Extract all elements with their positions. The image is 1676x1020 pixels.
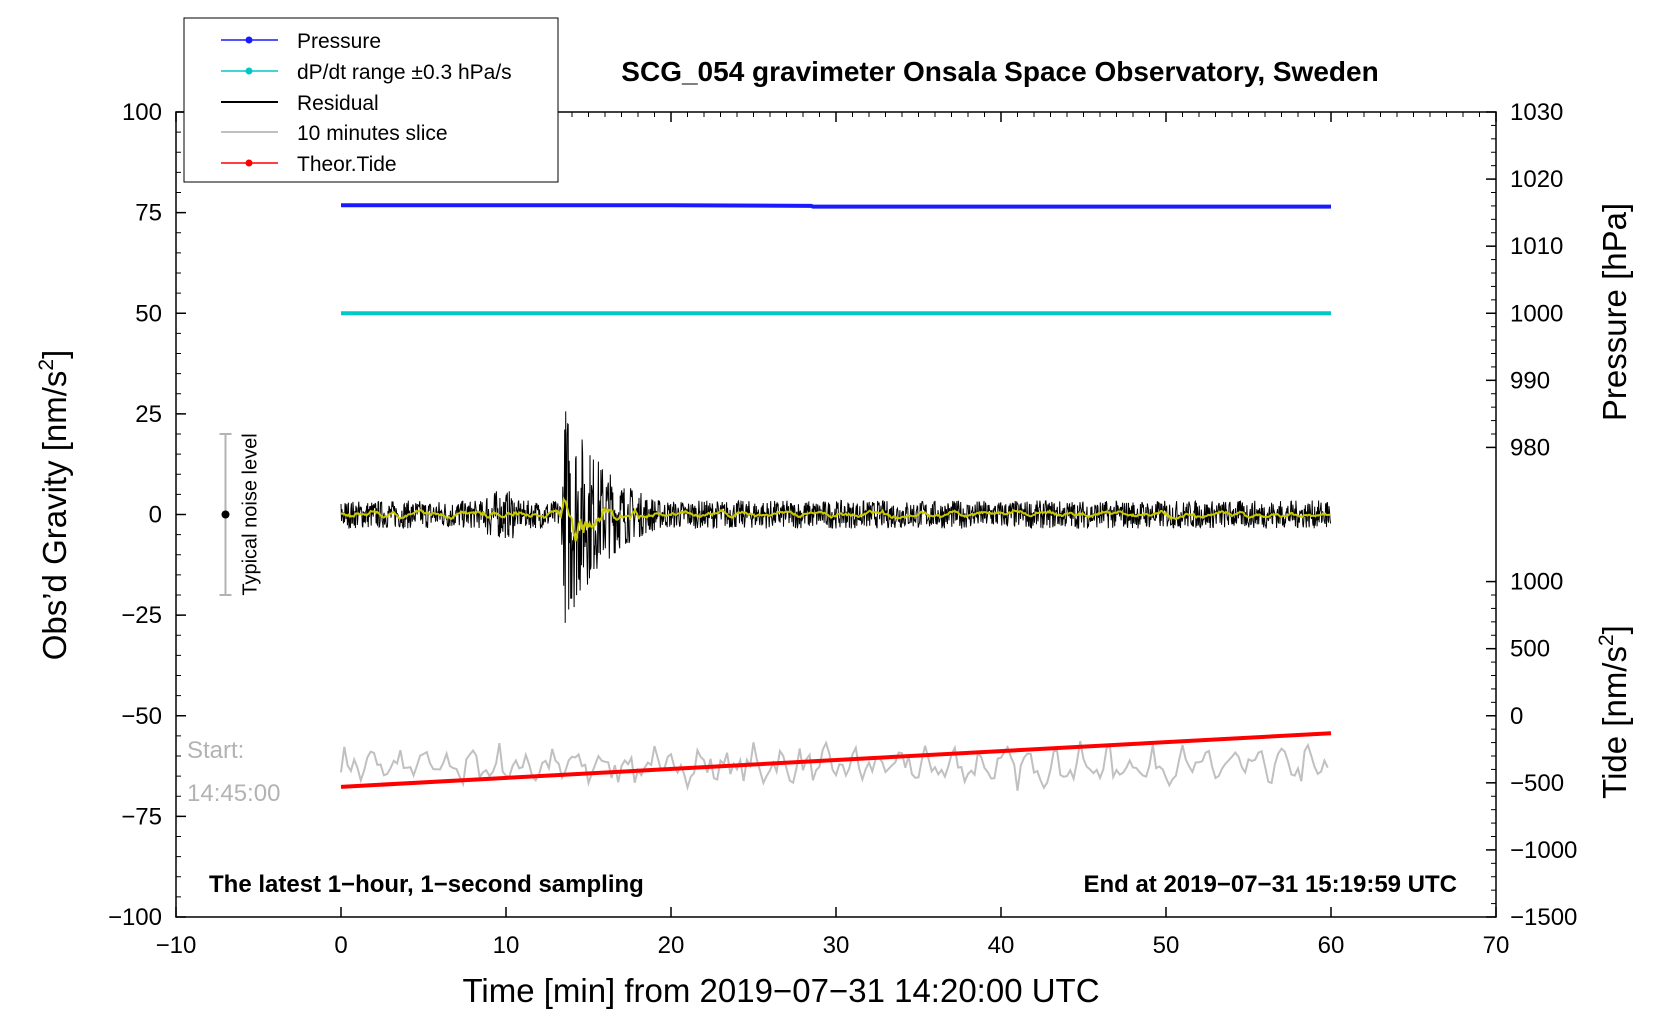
legend-entry-dpdt: dP/dt range ±0.3 hPa/s bbox=[221, 61, 512, 84]
legend-box bbox=[183, 17, 559, 183]
y-tick-label-pressure: 1000 bbox=[1510, 300, 1563, 327]
y-tick-label-gravity: −50 bbox=[121, 703, 162, 730]
legend-entry-slice: 10 minutes slice bbox=[221, 122, 448, 145]
footer-note-sampling: The latest 1−hour, 1−second sampling bbox=[209, 871, 644, 898]
y-axis-title-tide-sup: 2 bbox=[1595, 634, 1618, 646]
y-tick-label-pressure: 1030 bbox=[1510, 99, 1563, 126]
footer-note-end-time: End at 2019−07−31 15:19:59 UTC bbox=[1083, 871, 1457, 898]
x-tick-label: 60 bbox=[1318, 932, 1345, 959]
y-axis-title-tide-main: Tide [nm/s bbox=[1596, 646, 1633, 799]
x-tick-label: 30 bbox=[823, 932, 850, 959]
y-tick-label-gravity: 100 bbox=[122, 99, 162, 126]
legend-marker-pressure bbox=[245, 36, 253, 44]
series-layer bbox=[340, 203, 1332, 792]
y-tick-label-tide: −500 bbox=[1510, 770, 1564, 797]
y-axis-title-gravity-end: ] bbox=[36, 350, 73, 359]
legend-label-tide: Theor.Tide bbox=[297, 153, 397, 176]
y-axis-title-tide-end: ] bbox=[1596, 625, 1633, 634]
y-tick-label-tide: 0 bbox=[1510, 703, 1523, 730]
y-axis-title-gravity: Obs’d Gravity [nm/s2] bbox=[35, 350, 73, 661]
noise-level-indicator: Typical noise level bbox=[219, 433, 262, 596]
noise-level-label: Typical noise level bbox=[240, 433, 262, 595]
y-tick-label-gravity: 0 bbox=[149, 502, 162, 529]
y-tick-label-gravity: 75 bbox=[135, 200, 162, 227]
legend-entry-pressure: Pressure bbox=[221, 30, 381, 53]
legend-entry-tide: Theor.Tide bbox=[221, 153, 397, 176]
x-tick-label: 50 bbox=[1153, 932, 1180, 959]
y-tick-label-pressure: 980 bbox=[1510, 434, 1550, 461]
y-tick-label-pressure: 990 bbox=[1510, 367, 1550, 394]
x-tick-label: 40 bbox=[988, 932, 1015, 959]
y-axis-title-pressure: Pressure [hPa] bbox=[1596, 203, 1633, 421]
legend-label-dpdt: dP/dt range ±0.3 hPa/s bbox=[297, 61, 512, 84]
legend-label-pressure: Pressure bbox=[297, 30, 381, 53]
x-tick-label: 10 bbox=[493, 932, 520, 959]
x-axis-title: Time [min] from 2019−07−31 14:20:00 UTC bbox=[462, 972, 1099, 1009]
legend-marker-dpdt bbox=[245, 67, 253, 75]
y-tick-label-gravity: −75 bbox=[121, 803, 162, 830]
x-tick-label: 70 bbox=[1483, 932, 1510, 959]
legend-entry-residual: Residual bbox=[221, 92, 379, 115]
legend: Pressure dP/dt range ±0.3 hPa/s Residual… bbox=[183, 17, 559, 183]
x-tick-label: 20 bbox=[658, 932, 685, 959]
y-tick-label-gravity: 50 bbox=[135, 300, 162, 327]
series-10-minutes-slice bbox=[340, 740, 1329, 792]
y-tick-label-tide: 1000 bbox=[1510, 569, 1563, 596]
series-residual bbox=[340, 411, 1331, 623]
series-smoothed-residual bbox=[340, 496, 1331, 542]
y-tick-label-pressure: 1010 bbox=[1510, 233, 1563, 260]
noise-level-center-dot bbox=[221, 510, 230, 519]
series-pressure bbox=[341, 203, 1331, 209]
y-tick-label-gravity: −25 bbox=[121, 602, 162, 629]
y-tick-label-tide: −1000 bbox=[1510, 837, 1577, 864]
y-axis-title-tide: Tide [nm/s2] bbox=[1595, 625, 1633, 799]
y-tick-label-gravity: 25 bbox=[135, 401, 162, 428]
start-label: Start: bbox=[187, 737, 244, 764]
legend-marker-tide bbox=[245, 159, 253, 167]
start-time: 14:45:00 bbox=[187, 780, 280, 807]
y-tick-label-tide: −1500 bbox=[1510, 904, 1577, 931]
y-tick-label-tide: 500 bbox=[1510, 636, 1550, 663]
y-axis-title-gravity-main: Obs’d Gravity [nm/s bbox=[36, 371, 73, 661]
y-axis-title-gravity-sup: 2 bbox=[35, 359, 58, 371]
ticks-layer: −10 0 10 20 30 40 50 60 70−100−75−50−25025507510… bbox=[108, 99, 1577, 959]
legend-label-residual: Residual bbox=[297, 92, 379, 115]
chart-title: SCG_054 gravimeter Onsala Space Observat… bbox=[621, 56, 1378, 87]
y-tick-label-pressure: 1020 bbox=[1510, 166, 1563, 193]
x-tick-label: 0 bbox=[334, 932, 347, 959]
x-tick-label: −10 bbox=[156, 932, 197, 959]
legend-label-slice: 10 minutes slice bbox=[297, 122, 448, 145]
y-tick-label-gravity: −100 bbox=[108, 904, 162, 931]
series-theor-tide bbox=[340, 731, 1332, 789]
